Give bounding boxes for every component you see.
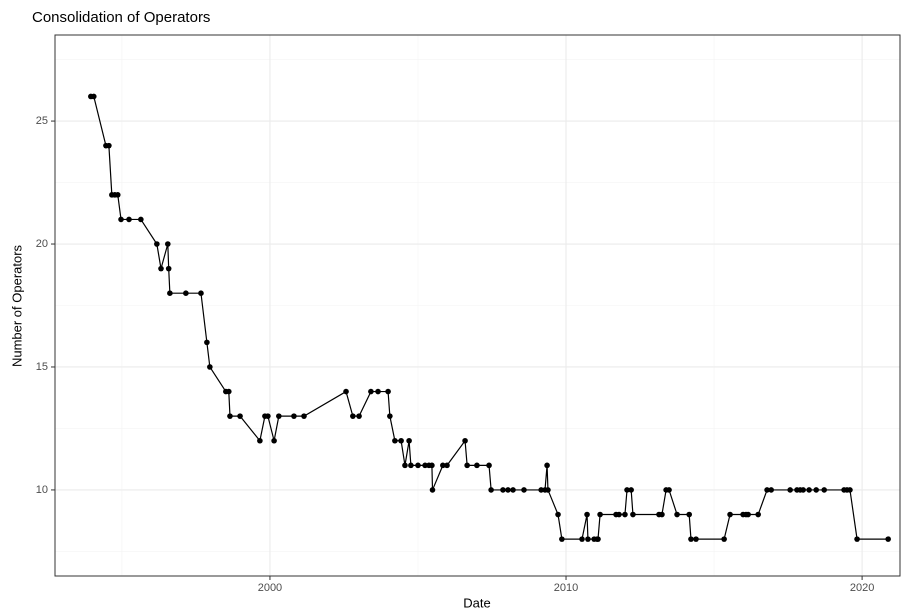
data-point [165,241,171,247]
data-point [126,216,132,223]
data-point [375,388,381,395]
data-point [356,413,362,419]
data-point [745,511,751,518]
data-point [207,364,213,370]
data-point [521,487,527,493]
data-point [488,487,494,493]
data-point [597,511,603,518]
y-tick-label: 25 [36,115,48,127]
data-point [768,487,775,493]
data-point [406,437,412,444]
y-tick-label: 10 [36,484,48,496]
data-point [402,462,408,469]
data-point [624,487,630,493]
data-point [198,290,204,297]
data-point [555,511,561,518]
data-point [579,536,585,542]
data-point [415,462,421,469]
data-point [559,536,565,542]
data-point [474,462,480,469]
data-point [486,462,492,469]
data-point [387,413,393,419]
data-point [464,462,470,469]
data-point [257,437,263,444]
data-point [847,487,853,493]
data-point [350,413,356,419]
data-point [544,462,550,469]
data-point [584,511,590,518]
data-point [225,388,232,395]
data-point [585,536,591,542]
data-point [821,487,828,493]
data-point [806,487,812,493]
data-point [885,536,891,542]
y-tick-label: 15 [36,361,48,373]
data-point [167,290,173,297]
data-point [158,265,164,272]
data-point [204,339,210,346]
data-point [666,487,672,493]
data-point [276,413,282,419]
data-point [688,536,694,542]
data-point [392,437,398,444]
data-point [385,388,391,395]
data-point [408,462,414,469]
data-point [154,241,160,247]
y-axis-label: Number of Operators [9,244,24,367]
data-point [686,511,692,518]
data-point [343,388,349,395]
data-point [622,511,628,518]
data-point [440,462,446,469]
data-point [693,536,699,542]
data-point [398,437,404,444]
data-point [800,487,806,493]
data-point [462,437,468,444]
data-point [616,511,622,518]
data-point [538,487,544,493]
y-tick-label: 20 [36,238,48,250]
data-point [505,487,511,493]
x-tick-label: 2020 [850,582,874,594]
data-point [291,413,297,419]
data-point [429,462,435,469]
data-point [183,290,189,297]
data-point [727,511,733,518]
data-point [659,511,665,518]
x-axis-label: Date [463,595,490,610]
data-point [764,487,770,493]
data-point [630,511,636,518]
x-tick-label: 2000 [258,582,282,594]
data-point [271,437,277,444]
panel-border [54,34,901,577]
data-point [301,413,307,419]
data-point [422,462,428,469]
data-point [165,265,172,272]
data-point [510,487,516,493]
data-point [628,487,634,493]
data-point [138,216,144,223]
data-point [227,413,233,419]
data-point [545,487,551,493]
data-point [444,462,450,469]
x-tick-label: 2010 [554,582,578,594]
data-point [106,142,112,149]
data-point [787,487,793,493]
data-point [854,536,860,542]
data-point [90,93,97,100]
data-point [755,511,761,518]
data-point [368,388,374,395]
chart-title: Consolidation of Operators [32,9,210,26]
data-point [500,487,506,493]
data-point [429,487,436,493]
data-point [237,413,243,419]
data-point [813,487,820,493]
data-point [114,192,121,198]
data-point [595,536,601,542]
data-point [721,536,727,542]
data-point [674,511,680,518]
data-point [118,216,124,223]
data-point [265,413,271,419]
